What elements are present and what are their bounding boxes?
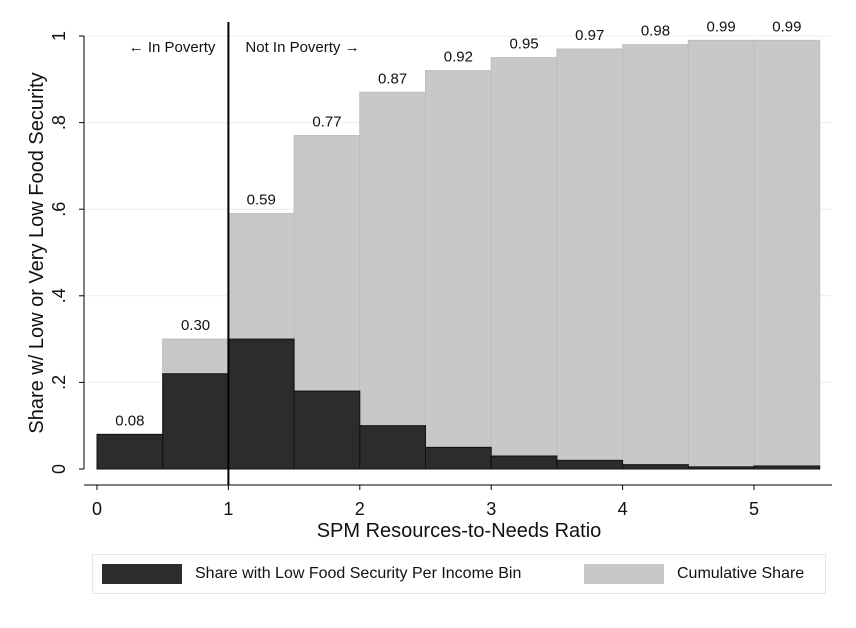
bar-cumulative-5	[425, 70, 492, 470]
x-tick-label-2: 2	[355, 499, 365, 519]
bar-bin-share-6	[490, 455, 558, 470]
data-label-cumulative-1: 0.30	[181, 317, 210, 334]
axes-layer: 0 .2 .4 .6 .8 1 0 1 2 3 4 5	[49, 31, 832, 519]
reference-layer: ← In Poverty Not In Poverty →	[129, 22, 360, 485]
x-tick-label-5: 5	[749, 499, 759, 519]
data-label-cumulative-6: 0.95	[509, 36, 538, 53]
data-label-cumulative-3: 0.77	[312, 114, 341, 131]
x-tick-label-4: 4	[618, 499, 628, 519]
in-poverty-label: ← In Poverty	[129, 39, 216, 56]
data-label-cumulative-2: 0.59	[247, 192, 276, 209]
x-tick-label-0: 0	[92, 499, 102, 519]
bar-bin-share-8	[622, 464, 689, 470]
y-tick-label-1: .2	[49, 375, 69, 390]
data-label-cumulative-5: 0.92	[444, 49, 473, 66]
bar-cumulative-8	[622, 44, 689, 470]
bar-bin-share-3	[293, 390, 361, 470]
labels-layer: 0.08 0.30 0.59 0.77 0.87 0.92 0.95 0.97 0.98 0.99…	[115, 18, 801, 429]
x-tick-label-3: 3	[486, 499, 496, 519]
legend: Share with Low Food Security Per Income …	[92, 554, 826, 594]
bar-cumulative-6	[490, 57, 558, 470]
bar-bin-share-0	[96, 433, 164, 470]
y-tick-label-3: .6	[49, 202, 69, 217]
data-label-cumulative-7: 0.97	[575, 27, 604, 44]
bars-layer	[96, 39, 821, 470]
y-axis-title: Share w/ Low or Very Low Food Security	[26, 72, 48, 433]
legend-swatch-cumulative	[584, 564, 664, 584]
bar-bin-share-4	[359, 425, 426, 470]
bar-bin-share-9	[687, 466, 755, 470]
bar-cumulative-4	[359, 91, 426, 470]
bar-cumulative-9	[687, 39, 755, 470]
data-label-cumulative-0: 0.08	[115, 412, 144, 429]
legend-item-cumulative: Cumulative Share	[584, 564, 804, 584]
data-label-cumulative-8: 0.98	[641, 23, 670, 40]
bar-bin-share-2	[227, 338, 295, 470]
y-tick-label-5: 1	[49, 31, 69, 41]
legend-label-bin-share: Share with Low Food Security Per Income …	[195, 565, 522, 582]
not-in-poverty-label: Not In Poverty →	[245, 39, 359, 56]
data-label-cumulative-10: 0.99	[772, 18, 801, 35]
legend-item-bin-share: Share with Low Food Security Per Income …	[102, 564, 521, 584]
bar-bin-share-10	[753, 465, 821, 470]
bar-bin-share-5	[425, 446, 492, 470]
x-axis-title: SPM Resources-to-Needs Ratio	[317, 520, 602, 542]
bar-bin-share-7	[556, 459, 624, 470]
x-tick-label-1: 1	[223, 499, 233, 519]
y-tick-label-4: .8	[49, 115, 69, 130]
bar-cumulative-10	[753, 39, 821, 470]
y-tick-label-2: .4	[49, 288, 69, 303]
data-label-cumulative-9: 0.99	[707, 18, 736, 35]
legend-label-cumulative: Cumulative Share	[677, 565, 805, 582]
y-tick-label-0: 0	[49, 464, 69, 474]
bar-cumulative-7	[556, 48, 624, 470]
bar-bin-share-1	[162, 373, 229, 470]
data-label-cumulative-4: 0.87	[378, 70, 407, 87]
legend-swatch-bin-share	[102, 564, 182, 584]
